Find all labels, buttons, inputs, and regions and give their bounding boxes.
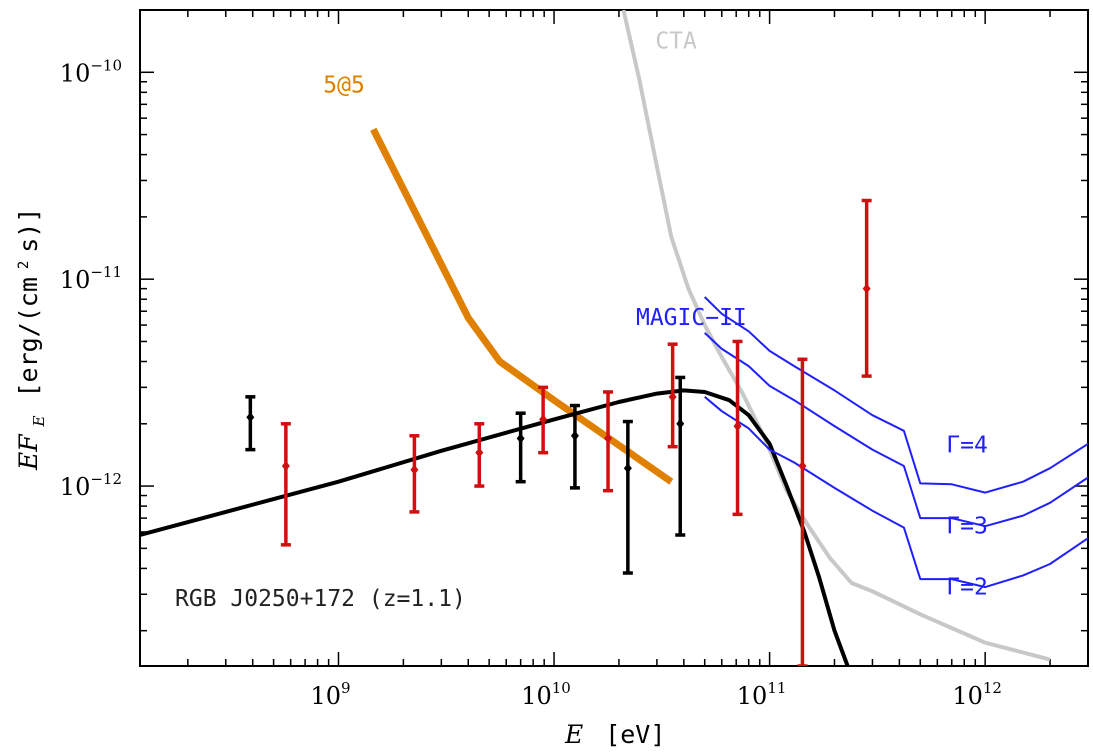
data-point xyxy=(676,418,685,429)
error-bar-red xyxy=(797,357,808,666)
x-tick-label: 1012 xyxy=(952,679,1002,710)
error-bar-black xyxy=(569,403,580,490)
series-line-magic-ii-3 xyxy=(704,332,1088,528)
series-label: Γ=3 xyxy=(946,513,988,539)
data-point xyxy=(623,463,632,474)
data-point xyxy=(733,421,742,432)
data-point xyxy=(410,464,419,475)
series-label: Γ=2 xyxy=(946,574,988,600)
error-bar-red xyxy=(603,390,614,493)
x-tick-label: 1011 xyxy=(737,679,787,710)
data-point xyxy=(604,433,613,444)
data-point xyxy=(862,283,871,294)
data-point xyxy=(668,391,677,402)
series-label: Γ=4 xyxy=(946,433,988,459)
error-bar-red xyxy=(732,339,743,517)
series-label: CTA xyxy=(655,29,697,55)
series-label: 5@5 xyxy=(323,72,365,98)
x-axis-title: E [eV] xyxy=(564,720,665,749)
data-point xyxy=(798,461,807,472)
axis-tick-labels: 109 1010 1011 1012 10−12 10−11 10−10 xyxy=(60,56,1002,710)
magic-label: MAGIC−II xyxy=(636,305,747,331)
error-bar-black xyxy=(675,375,686,537)
y-tick-label: 10−11 xyxy=(60,263,122,294)
x-tick-label: 109 xyxy=(310,679,350,710)
error-bar-black xyxy=(245,395,256,452)
y-axis-title: EF E [erg/(cm 2 s)] xyxy=(5,208,50,471)
source-label: RGB J0250+172 (z=1.1) xyxy=(175,586,466,612)
series-line-5-5 xyxy=(370,127,674,485)
error-bar-black xyxy=(622,419,633,575)
plot-frame xyxy=(139,9,1089,667)
error-bar-red xyxy=(409,434,420,514)
error-bar-red xyxy=(667,342,678,449)
series-line-magic-ii-4 xyxy=(703,296,1088,494)
error-bar-red xyxy=(280,422,291,547)
series-line-magic-ii-2 xyxy=(704,396,1088,589)
series-labels-layer: 5@5 CTA Γ=4 Γ=3 Γ=2 MAGIC−II xyxy=(323,29,988,601)
error-bar-red xyxy=(474,422,485,488)
series-line-model xyxy=(140,388,850,666)
axis-ticks xyxy=(140,9,1089,666)
data-point xyxy=(475,447,484,458)
y-tick-label: 10−12 xyxy=(60,470,122,501)
data-point xyxy=(246,412,255,423)
error-bar-red xyxy=(861,198,872,378)
data-point xyxy=(516,433,525,444)
error-bar-black xyxy=(515,411,526,484)
series-layer xyxy=(140,10,1088,666)
error-bar-red xyxy=(538,385,549,455)
data-point xyxy=(539,414,548,425)
data-point xyxy=(570,430,579,441)
error-bars-layer xyxy=(245,198,872,666)
data-point xyxy=(281,461,290,472)
x-tick-label: 1010 xyxy=(521,679,571,710)
series-line-cta xyxy=(621,10,1051,662)
y-tick-label: 10−10 xyxy=(60,56,122,87)
